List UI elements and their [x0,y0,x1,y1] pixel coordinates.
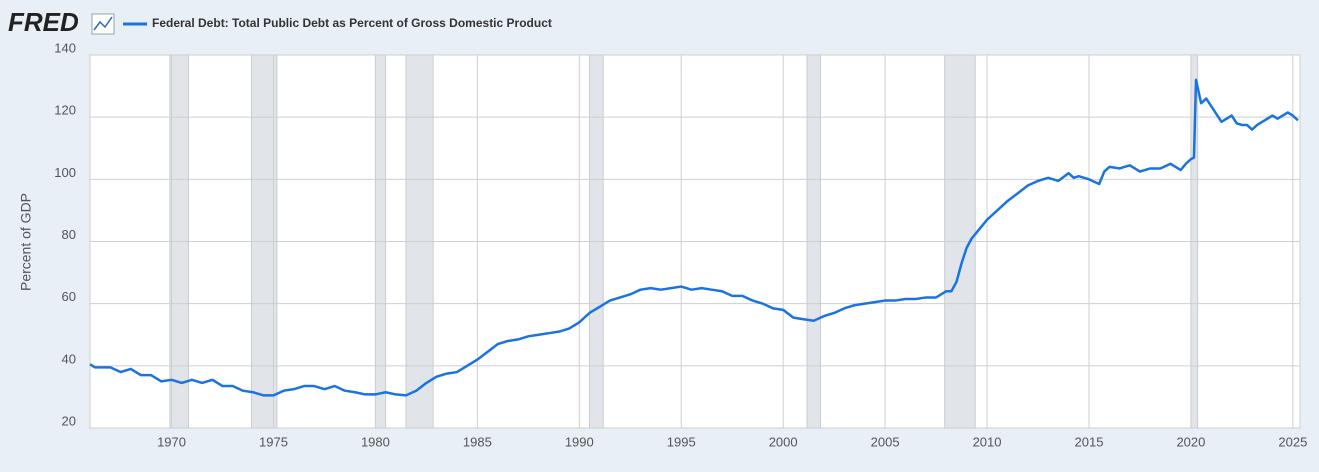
data-line [89,78,1299,397]
x-tick-label: 1995 [667,434,696,449]
x-tick-label: 1985 [463,434,492,449]
x-tick-label: 1970 [157,434,186,449]
y-axis-label: Percent of GDP [18,193,34,291]
legend-label: Federal Debt: Total Public Debt as Perce… [152,16,552,30]
y-tick-label: 40 [62,351,76,366]
x-tick-label: 1990 [565,434,594,449]
x-tick-label: 2000 [769,434,798,449]
x-tick-label: 2020 [1176,434,1205,449]
x-tick-label: 2010 [973,434,1002,449]
logo-icon-line [93,16,113,31]
plot-border [89,54,1301,429]
y-tick-label: 80 [62,227,76,242]
y-tick-label: 140 [54,40,76,55]
y-tick-label: 120 [54,103,76,118]
logo: FRED [8,7,79,37]
x-tick-label: 1975 [259,434,288,449]
x-tick-label: 2015 [1075,434,1104,449]
x-tick-label: 2005 [871,434,900,449]
y-tick-label: 60 [62,289,76,304]
x-tick-label: 1980 [361,434,390,449]
x-tick-label: 2025 [1278,434,1307,449]
y-tick-label: 100 [54,165,76,180]
y-tick-label: 20 [62,413,76,428]
